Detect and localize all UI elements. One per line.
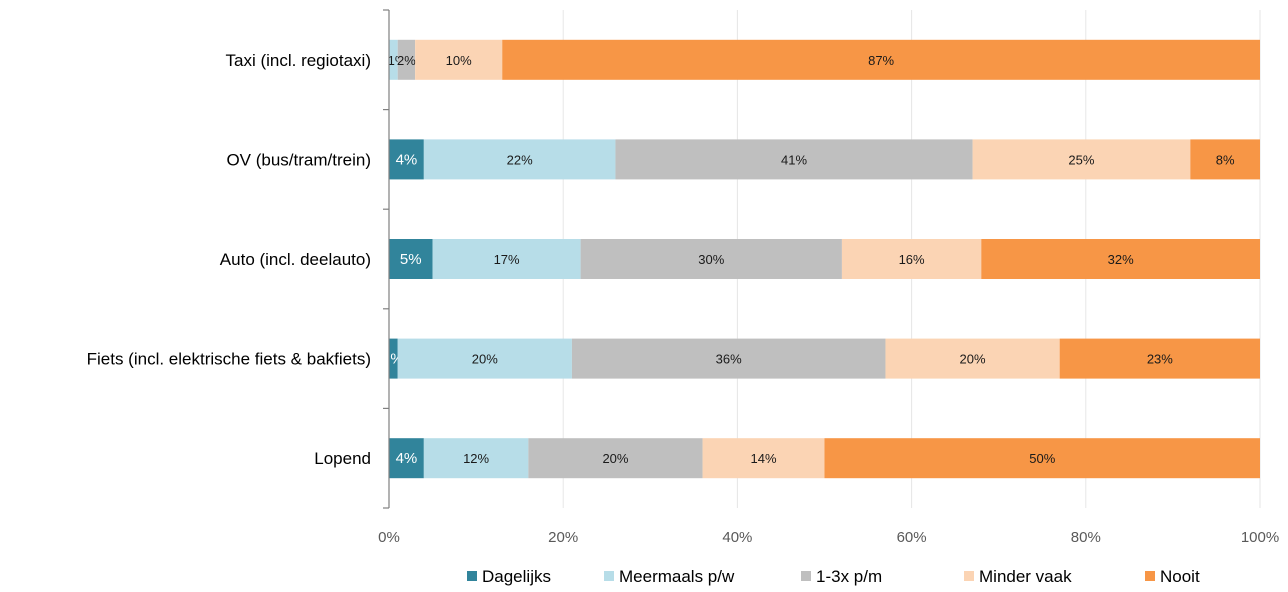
- bar-segment: [423, 139, 616, 180]
- data-label: 23%: [1147, 352, 1173, 367]
- data-label: 20%: [602, 451, 628, 466]
- bar-segment: [972, 139, 1191, 180]
- bars: 1%2% 10% 87%4% 22% 41% 25% 8%5% 17% 30% 16% 32%% 20…: [388, 39, 1261, 479]
- bar-segment: [397, 338, 572, 379]
- x-tick-label: 100%: [1241, 529, 1279, 546]
- data-label: 25%: [1068, 152, 1094, 167]
- category-label: OV (bus/tram/trein): [226, 150, 371, 169]
- bar-segment: [389, 39, 398, 80]
- bar-segment: [397, 39, 416, 80]
- bar-segment: [389, 139, 424, 180]
- data-label: 4%: [396, 151, 418, 168]
- bar-segment: [841, 239, 982, 279]
- data-label: 36%: [716, 352, 742, 367]
- data-label: 10%: [446, 53, 472, 68]
- legend-swatch: [964, 571, 974, 581]
- data-label: 41%: [781, 152, 807, 167]
- bar-segment: [502, 39, 1261, 80]
- bar-segment: [389, 438, 424, 479]
- legend-label: Nooit: [1160, 567, 1200, 586]
- legend-swatch: [604, 571, 614, 581]
- x-tick-label: 60%: [897, 529, 927, 546]
- category-label: Auto (incl. deelauto): [220, 250, 371, 269]
- data-label: 30%: [698, 252, 724, 267]
- data-label: 87%: [868, 53, 894, 68]
- bar-segment: [389, 239, 433, 279]
- x-tick-label: 20%: [548, 529, 578, 546]
- data-label: 5%: [400, 251, 422, 268]
- data-label: 50%: [1029, 451, 1055, 466]
- legend-swatch: [801, 571, 811, 581]
- bar-segment: [1190, 139, 1260, 180]
- bar-segment: [981, 239, 1260, 279]
- bar-segment: [528, 438, 703, 479]
- bar-segment: [432, 239, 581, 279]
- legend-label: Meermaals p/w: [619, 567, 735, 586]
- legend-swatch: [1145, 571, 1155, 581]
- bar-segment: [423, 438, 529, 479]
- data-label: 20%: [960, 352, 986, 367]
- legend-label: Minder vaak: [979, 567, 1072, 586]
- bar-segment: [580, 239, 842, 279]
- data-label: 2%: [397, 53, 416, 68]
- data-label: 8%: [1216, 152, 1235, 167]
- category-label: Taxi (incl. regiotaxi): [226, 51, 372, 70]
- legend: Dagelijks Meermaals p/w 1-3x p/m Minder vaa…: [467, 567, 1200, 586]
- category-label: Fiets (incl. elektrische fiets & bakfiet…: [87, 350, 371, 369]
- bar-segment: [824, 438, 1260, 479]
- data-label: 17%: [494, 252, 520, 267]
- axes: 0% 20% 40% 60% 80% 100% Taxi (incl. regiotaxi)…: [87, 9, 1279, 546]
- data-label: 22%: [507, 152, 533, 167]
- data-label: 16%: [899, 252, 925, 267]
- bar-segment: [389, 338, 398, 379]
- x-tick-label: 80%: [1071, 529, 1101, 546]
- x-tick-label: 0%: [378, 529, 400, 546]
- legend-label: Dagelijks: [482, 567, 551, 586]
- data-label: 12%: [463, 451, 489, 466]
- bar-segment: [615, 139, 973, 180]
- bar-segment: [885, 338, 1060, 379]
- bar-segment: [571, 338, 886, 379]
- x-tick-label: 40%: [722, 529, 752, 546]
- bar-segment: [415, 39, 503, 80]
- bar-segment: [702, 438, 825, 479]
- bar-segment: [1059, 338, 1260, 379]
- data-label: 20%: [472, 352, 498, 367]
- data-label: 14%: [751, 451, 777, 466]
- category-label: Lopend: [314, 449, 371, 468]
- data-label: 32%: [1108, 252, 1134, 267]
- data-label: 4%: [396, 450, 418, 467]
- legend-label: 1-3x p/m: [816, 567, 882, 586]
- legend-swatch: [467, 571, 477, 581]
